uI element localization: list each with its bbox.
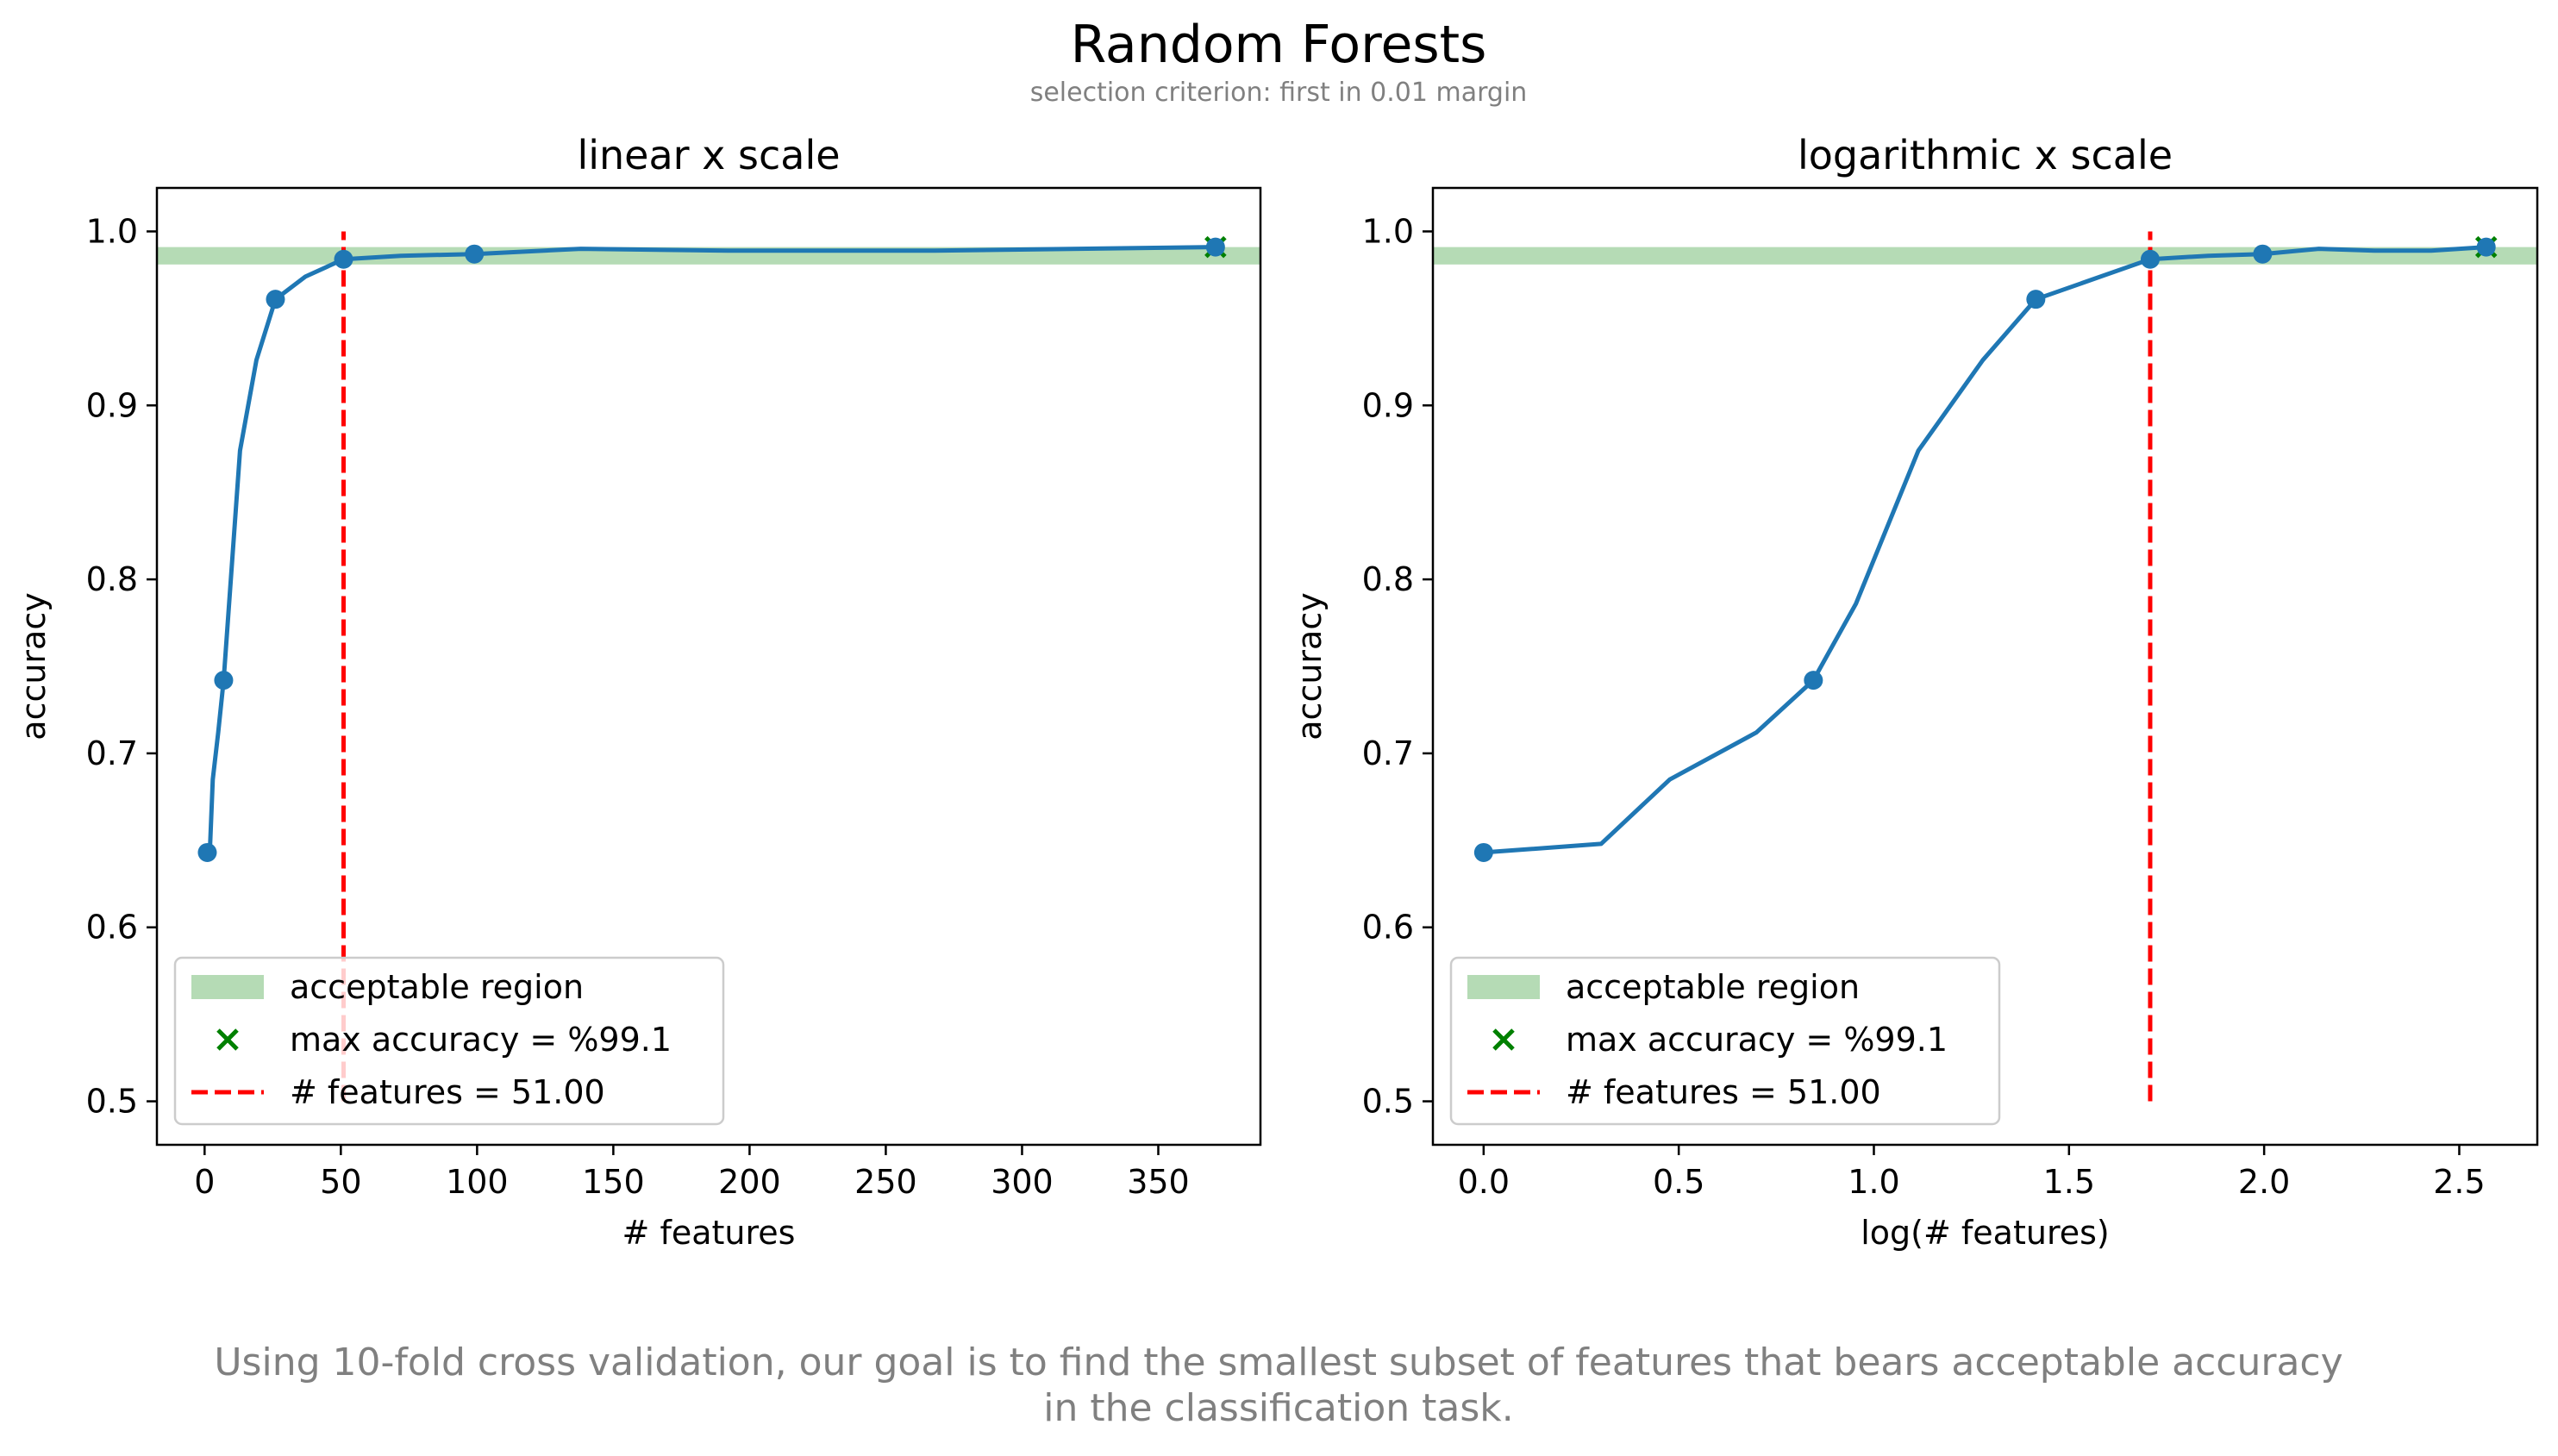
y-tick-label: 1.0 (86, 212, 138, 250)
data-point (1205, 237, 1225, 257)
x-axis-label: # features (622, 1214, 796, 1252)
accuracy-series-line (205, 245, 1218, 855)
legend-max-marker (1492, 1028, 1515, 1051)
y-tick-label: 0.5 (1362, 1083, 1414, 1121)
caption-line-1: Using 10-fold cross validation, our goal… (214, 1340, 2342, 1384)
y-tick-label: 0.8 (86, 560, 138, 598)
legend-region-swatch (1467, 975, 1540, 999)
legend-label: # features = 51.00 (290, 1073, 605, 1111)
y-tick-label: 0.6 (86, 909, 138, 947)
y-tick-label: 0.5 (86, 1083, 138, 1121)
legend-label: max accuracy = %99.1 (1566, 1021, 1948, 1059)
data-point (2026, 290, 2046, 309)
data-point (266, 290, 285, 309)
data-point (2476, 237, 2496, 257)
caption-line-2: in the classification task. (1043, 1386, 1514, 1430)
chart-title: logarithmic x scale (1798, 132, 2173, 178)
y-axis-label: accuracy (1291, 592, 1329, 740)
x-tick-label: 1.0 (1848, 1163, 1899, 1201)
chart-panel-linear: 0.5 0.6 0.7 0.8 0.9 1.0 0 50 100 150 200 250 300 350 #… (15, 132, 1262, 1252)
y-tick-label: 0.9 (1362, 386, 1414, 424)
x-tick-label: 350 (1127, 1163, 1190, 1201)
y-tick-label: 1.0 (1362, 212, 1414, 250)
data-point (334, 249, 353, 269)
axes-frame (1431, 186, 2539, 1147)
x-tick-label: 150 (582, 1163, 645, 1201)
x-tick-label: 2.5 (2433, 1163, 2485, 1201)
chart-title: linear x scale (577, 132, 840, 178)
data-point (1473, 842, 1493, 862)
y-tick-label: 0.9 (86, 386, 138, 424)
axes-frame (155, 186, 1262, 1147)
legend-label: acceptable region (290, 968, 584, 1006)
y-axis-label: accuracy (15, 592, 53, 740)
x-tick-label: 250 (854, 1163, 917, 1201)
data-point (197, 842, 217, 862)
x-tick-label: 200 (718, 1163, 781, 1201)
x-tick-label: 0.0 (1458, 1163, 1510, 1201)
figure-title: Random Forests (1071, 15, 1487, 75)
x-tick-label: 100 (446, 1163, 509, 1201)
figure-subtitle: selection criterion: first in 0.01 margi… (1030, 78, 1528, 108)
legend-label: acceptable region (1566, 968, 1860, 1006)
x-tick-label: 2.0 (2238, 1163, 2290, 1201)
y-tick-label: 0.8 (1362, 560, 1414, 598)
chart-panel-logarithmic: 0.5 0.6 0.7 0.8 0.9 1.0 0.0 0.5 1.0 1.5 2.0 2.5 log(… (1291, 132, 2539, 1252)
y-tick-label: 0.7 (86, 734, 138, 772)
x-tick-label: 50 (320, 1163, 361, 1201)
x-tick-label: 300 (991, 1163, 1054, 1201)
x-axis-label: log(# features) (1861, 1214, 2110, 1252)
y-tick-label: 0.7 (1362, 734, 1414, 772)
legend-label: max accuracy = %99.1 (290, 1021, 672, 1059)
legend: acceptable region max accuracy = %99.1 # f… (173, 956, 725, 1126)
legend-max-marker (216, 1028, 239, 1051)
legend-box (1449, 956, 2001, 1126)
x-tick-label: 0.5 (1653, 1163, 1704, 1201)
legend: acceptable region max accuracy = %99.1 # f… (1449, 956, 2001, 1126)
legend-region-swatch (191, 975, 264, 999)
data-point (2140, 249, 2160, 269)
data-point (214, 671, 234, 691)
data-point (2253, 244, 2273, 264)
legend-box (173, 956, 725, 1126)
data-point (465, 244, 485, 264)
data-point (1804, 671, 1823, 691)
x-tick-label: 0 (194, 1163, 215, 1201)
y-tick-label: 0.6 (1362, 909, 1414, 947)
legend-label: # features = 51.00 (1566, 1073, 1881, 1111)
x-tick-label: 1.5 (2043, 1163, 2095, 1201)
